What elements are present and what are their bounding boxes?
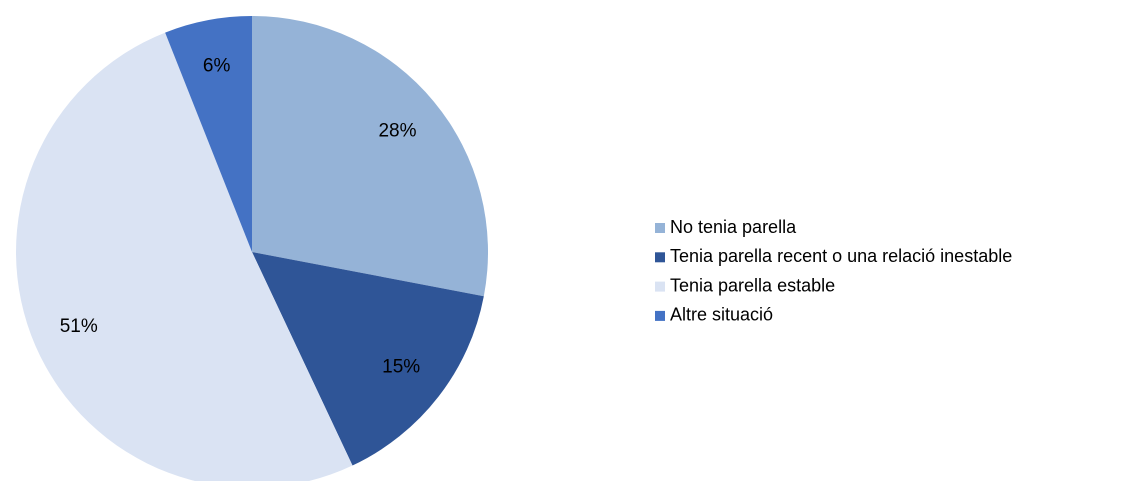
data-label: 6% xyxy=(203,56,231,77)
pie-slice xyxy=(252,252,484,466)
data-label: 28% xyxy=(378,121,416,142)
legend-swatch xyxy=(655,223,665,233)
pie-slice xyxy=(16,32,353,481)
legend-label: Tenia parella recent o una relació inest… xyxy=(670,246,1012,266)
pie-slice xyxy=(252,16,488,297)
legend-swatch xyxy=(655,281,665,292)
data-label: 51% xyxy=(60,316,98,337)
legend-swatch xyxy=(655,310,665,321)
legend-swatch xyxy=(655,252,665,263)
legend-label: No tenia parella xyxy=(670,217,797,237)
legend-label: Altre situació xyxy=(670,305,773,325)
pie-slice xyxy=(165,16,252,252)
legend-label: Tenia parella estable xyxy=(670,275,835,295)
data-label: 15% xyxy=(382,357,420,378)
